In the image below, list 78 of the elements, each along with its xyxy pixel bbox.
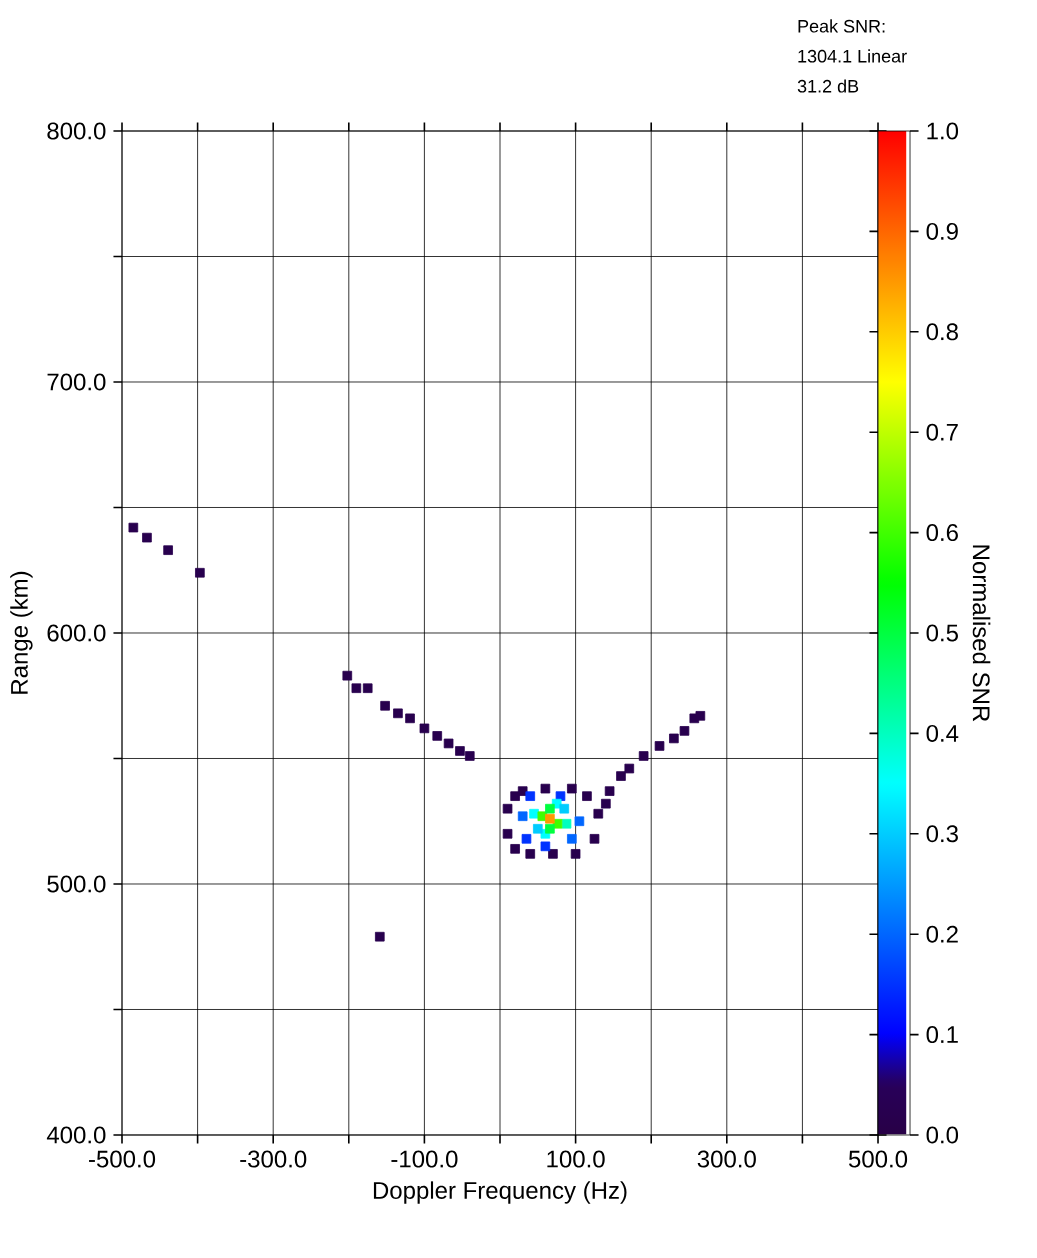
point	[517, 811, 528, 822]
point	[502, 828, 513, 839]
color-bar-label: 0.0	[926, 1126, 959, 1144]
color-bar-label: 0.4	[926, 724, 959, 742]
color-bar-label: 1.0	[927, 122, 959, 140]
point	[567, 783, 577, 794]
y-axis-title: Range (km)	[10, 571, 33, 694]
point	[567, 834, 577, 844]
text: 31.2 dB	[797, 79, 859, 93]
color-bar-label: 0.6	[926, 524, 958, 542]
color-bar-label: 0.9	[926, 222, 958, 240]
point	[510, 791, 520, 801]
color-bar-title: Normalised SNR	[972, 545, 991, 722]
y-tick-label: 700.0	[47, 373, 106, 391]
point	[533, 823, 543, 834]
point	[419, 723, 430, 734]
text: Peak SNR:	[798, 19, 885, 33]
point	[455, 746, 465, 756]
x-tick-label: -500.0	[89, 1150, 156, 1168]
color-bar-label: 0.7	[926, 423, 958, 441]
point	[529, 808, 539, 819]
point	[525, 849, 536, 859]
point	[540, 841, 551, 852]
point	[638, 751, 649, 761]
point	[582, 791, 592, 801]
point	[548, 849, 558, 859]
point	[601, 798, 611, 809]
color-bar-label: 0.2	[926, 925, 958, 943]
x-axis-title: Doppler Frequency (Hz)	[373, 1181, 627, 1204]
x-tick-label: 500.0	[848, 1150, 908, 1168]
point	[545, 813, 555, 824]
point	[593, 808, 604, 819]
point	[393, 708, 403, 719]
color-bar-label: 0.3	[926, 825, 958, 843]
point	[380, 700, 390, 711]
point	[510, 844, 520, 854]
point	[362, 683, 373, 694]
point	[616, 771, 626, 781]
point	[589, 834, 600, 844]
color-bar-label: 0.1	[926, 1026, 958, 1044]
point	[142, 532, 152, 543]
point	[525, 791, 536, 801]
point	[695, 711, 706, 721]
point	[128, 522, 139, 533]
point	[561, 818, 572, 829]
color-bar-label: 0.8	[926, 323, 958, 341]
x-tick-label: -300.0	[240, 1150, 307, 1168]
y-tick-label: 500.0	[47, 875, 106, 893]
point	[375, 931, 385, 942]
color-bar-label: 0.5	[926, 624, 958, 642]
point	[669, 733, 679, 744]
x-tick-label: 100.0	[547, 1150, 605, 1168]
point	[559, 803, 570, 814]
point	[570, 849, 581, 859]
point	[163, 545, 173, 555]
point	[604, 786, 615, 796]
point	[679, 726, 690, 736]
point	[624, 763, 635, 774]
point	[351, 683, 362, 694]
x-tick-label: -100.0	[391, 1150, 458, 1168]
point	[443, 738, 454, 749]
point	[432, 731, 443, 741]
point	[502, 803, 513, 814]
point	[464, 751, 475, 761]
x-tick-label: 300.0	[697, 1150, 756, 1168]
y-tick-label: 800.0	[47, 122, 106, 140]
point	[521, 834, 532, 844]
point	[545, 803, 555, 814]
point	[654, 741, 665, 751]
y-tick-label: 400.0	[46, 1126, 106, 1144]
point	[540, 783, 551, 794]
y-tick-label: 600.0	[47, 624, 106, 642]
text: 1304.1 Linear	[798, 49, 907, 63]
point	[405, 713, 415, 724]
point	[574, 816, 585, 827]
point	[545, 823, 555, 834]
point	[342, 670, 353, 681]
point	[195, 567, 205, 578]
